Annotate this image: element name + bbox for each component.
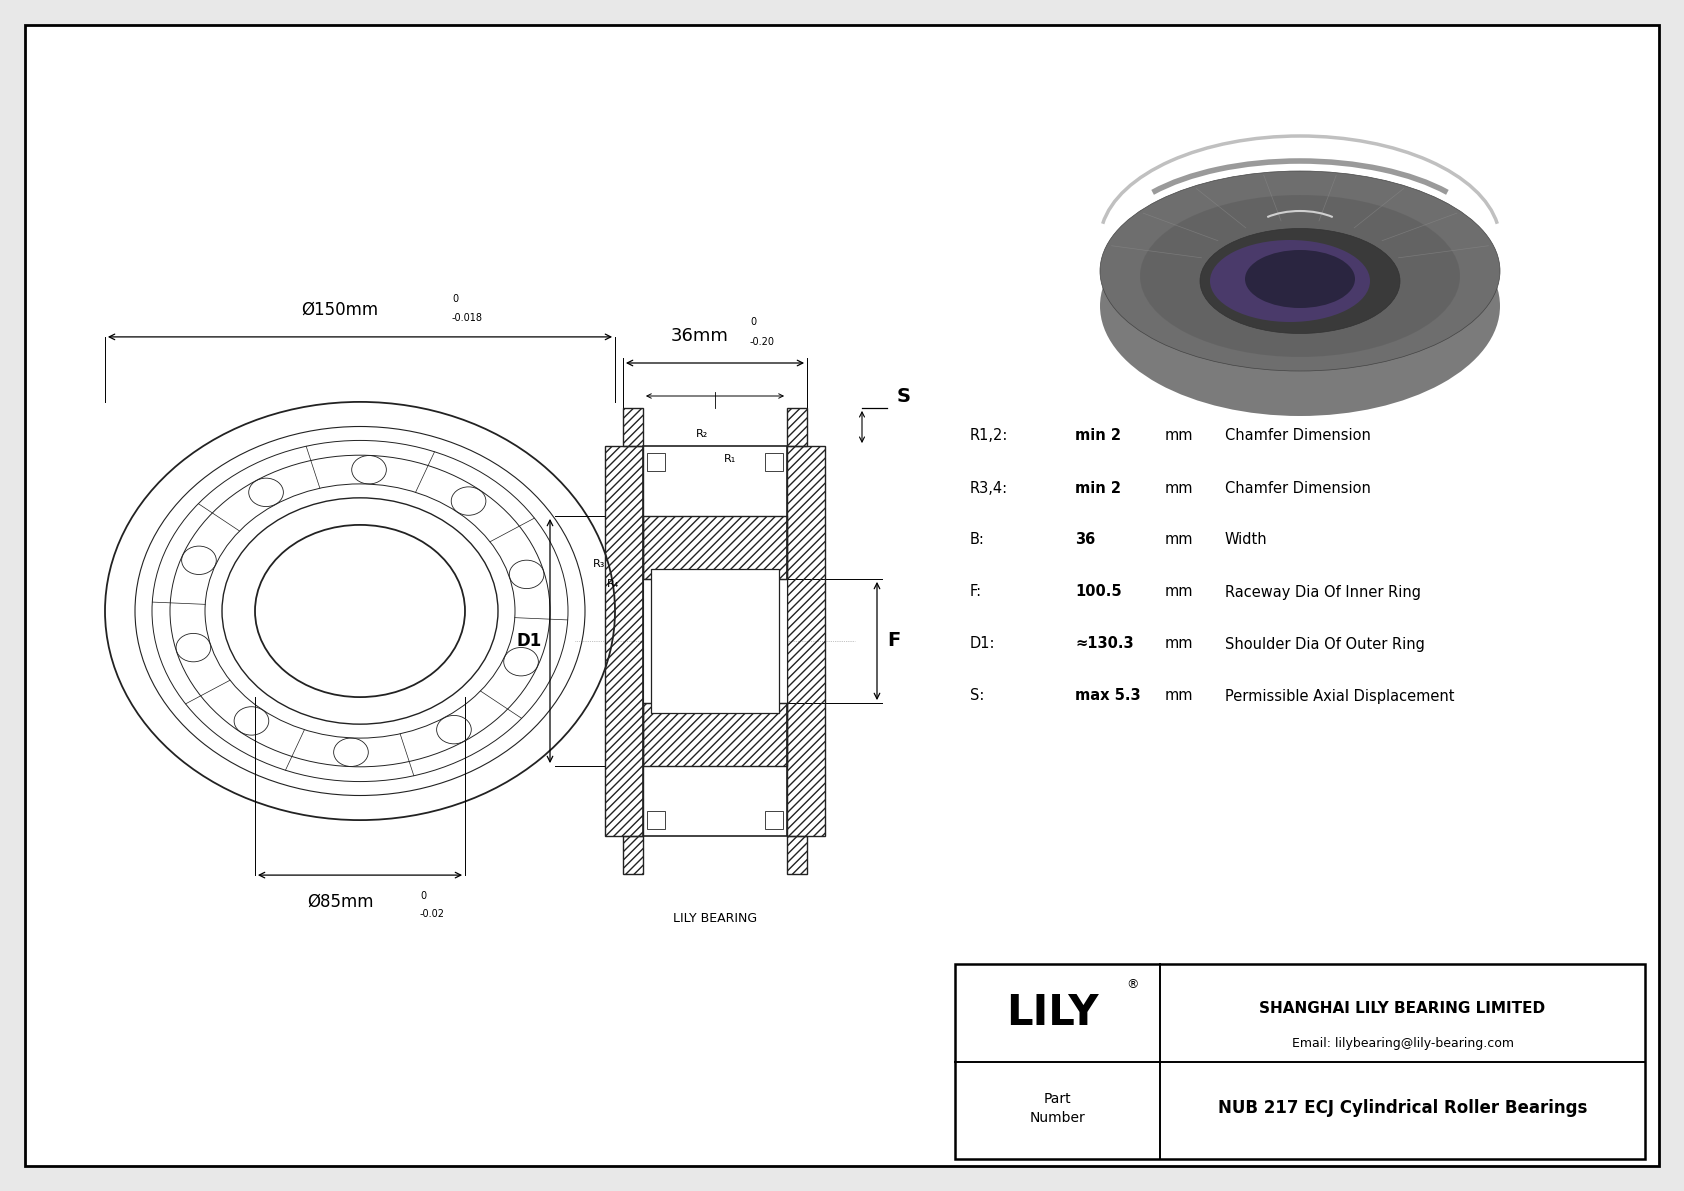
- Text: NUB 217 ECJ Cylindrical Roller Bearings: NUB 217 ECJ Cylindrical Roller Bearings: [1218, 1099, 1588, 1117]
- Ellipse shape: [1201, 229, 1399, 333]
- Text: mm: mm: [1165, 688, 1194, 704]
- Text: 36mm: 36mm: [670, 328, 729, 345]
- Text: -0.02: -0.02: [419, 909, 445, 919]
- Text: F: F: [887, 631, 901, 650]
- Bar: [623, 409, 643, 445]
- Text: Chamfer Dimension: Chamfer Dimension: [1224, 480, 1371, 495]
- Text: min 2: min 2: [1074, 429, 1122, 443]
- Text: 0: 0: [419, 891, 426, 902]
- Bar: [765, 453, 783, 470]
- Bar: [623, 836, 643, 874]
- Text: R1,2:: R1,2:: [970, 429, 1009, 443]
- Text: Ø150mm: Ø150mm: [301, 301, 379, 319]
- Bar: [643, 516, 786, 579]
- Bar: [643, 579, 786, 703]
- Text: R₄: R₄: [606, 579, 620, 590]
- Text: LILY: LILY: [1007, 992, 1098, 1034]
- Text: F:: F:: [970, 585, 982, 599]
- Text: 0: 0: [451, 294, 458, 304]
- Text: D1: D1: [517, 632, 542, 650]
- Bar: [605, 445, 643, 836]
- Text: mm: mm: [1165, 585, 1194, 599]
- Text: Raceway Dia Of Inner Ring: Raceway Dia Of Inner Ring: [1224, 585, 1421, 599]
- Text: ≈130.3: ≈130.3: [1074, 636, 1133, 651]
- Bar: [652, 569, 780, 713]
- Text: S:: S:: [970, 688, 985, 704]
- Bar: [643, 703, 786, 766]
- Bar: [765, 811, 783, 829]
- Bar: [643, 445, 786, 836]
- Text: min 2: min 2: [1074, 480, 1122, 495]
- Text: ®: ®: [1127, 978, 1138, 991]
- Bar: [647, 453, 665, 470]
- Text: 0: 0: [749, 317, 756, 328]
- Text: SHANGHAI LILY BEARING LIMITED: SHANGHAI LILY BEARING LIMITED: [1260, 1002, 1546, 1016]
- Text: mm: mm: [1165, 429, 1194, 443]
- Text: Shoulder Dia Of Outer Ring: Shoulder Dia Of Outer Ring: [1224, 636, 1425, 651]
- Text: 100.5: 100.5: [1074, 585, 1122, 599]
- Text: Email: lilybearing@lily-bearing.com: Email: lilybearing@lily-bearing.com: [1292, 1037, 1514, 1050]
- Text: Permissible Axial Displacement: Permissible Axial Displacement: [1224, 688, 1455, 704]
- Text: Width: Width: [1224, 532, 1268, 548]
- Text: R₁: R₁: [724, 454, 736, 464]
- Text: Chamfer Dimension: Chamfer Dimension: [1224, 429, 1371, 443]
- Text: D1:: D1:: [970, 636, 995, 651]
- Text: 36: 36: [1074, 532, 1095, 548]
- Text: mm: mm: [1165, 636, 1194, 651]
- Bar: [647, 811, 665, 829]
- Text: mm: mm: [1165, 532, 1194, 548]
- Text: S: S: [898, 387, 911, 406]
- Text: LILY BEARING: LILY BEARING: [674, 912, 758, 925]
- Text: max 5.3: max 5.3: [1074, 688, 1140, 704]
- Ellipse shape: [1244, 250, 1356, 308]
- Ellipse shape: [1140, 195, 1460, 357]
- Text: B: B: [707, 631, 724, 651]
- Text: R3,4:: R3,4:: [970, 480, 1009, 495]
- Text: -0.20: -0.20: [749, 337, 775, 347]
- Bar: [786, 445, 825, 836]
- Text: Part
Number: Part Number: [1029, 1092, 1086, 1124]
- Text: mm: mm: [1165, 480, 1194, 495]
- Bar: [955, 964, 1645, 1159]
- Text: R₃: R₃: [593, 559, 605, 569]
- Bar: [786, 409, 807, 445]
- Ellipse shape: [1100, 197, 1500, 416]
- Ellipse shape: [1211, 241, 1371, 322]
- Text: R₂: R₂: [695, 429, 709, 439]
- Text: -0.018: -0.018: [451, 313, 483, 323]
- Text: Ø85mm: Ø85mm: [306, 893, 374, 911]
- Ellipse shape: [1100, 172, 1500, 372]
- Bar: [786, 836, 807, 874]
- Text: B:: B:: [970, 532, 985, 548]
